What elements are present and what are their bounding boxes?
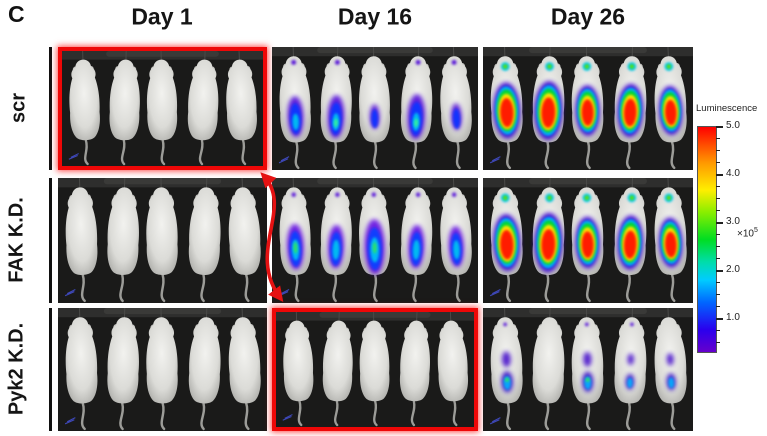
panel-pyk2-day1	[58, 308, 267, 431]
colorbar-major-tick	[716, 270, 723, 272]
mouse-image	[272, 178, 478, 303]
panel-fak-day16	[272, 178, 478, 303]
colorbar-minor-tick	[716, 138, 720, 139]
colorbar-gradient	[697, 126, 717, 353]
luminescence-colorbar: Luminescence 5.0 4.0 3.0 2.0 1.0 ×105	[692, 103, 767, 388]
colorbar-tick-label: 2.0	[726, 264, 740, 275]
colorbar-minor-tick	[716, 282, 720, 283]
colorbar-minor-tick	[716, 258, 720, 259]
mouse-image	[58, 308, 267, 431]
panel-pyk2-day26	[483, 308, 693, 431]
panel-scr-day26	[483, 47, 693, 170]
panel-scr-day16	[272, 47, 478, 170]
mouse-image	[483, 178, 693, 303]
row-axis-line-fak	[49, 178, 52, 303]
colorbar-minor-tick	[716, 330, 720, 331]
row-label-pyk2: Pyk2 K.D.	[5, 322, 28, 416]
colorbar-title: Luminescence	[696, 103, 758, 114]
colorbar-minor-tick	[716, 294, 720, 295]
mouse-image	[483, 47, 693, 170]
mouse-image	[272, 47, 478, 170]
colorbar-minor-tick	[716, 210, 720, 211]
colorbar-major-tick	[716, 318, 723, 320]
colorbar-minor-tick	[716, 246, 720, 247]
colorbar-tick-label: 4.0	[726, 168, 740, 179]
colorbar-minor-tick	[716, 150, 720, 151]
panel-fak-day1	[58, 178, 267, 303]
mouse-image	[62, 51, 263, 166]
colorbar-major-tick	[716, 222, 723, 224]
colorbar-tick-label: 5.0	[726, 120, 740, 131]
figure-letter: C	[8, 1, 25, 27]
mouse-image	[483, 308, 693, 431]
colorbar-tick-label: 3.0	[726, 216, 740, 227]
colorbar-minor-tick	[716, 234, 720, 235]
colorbar-minor-tick	[716, 306, 720, 307]
colorbar-minor-tick	[716, 162, 720, 163]
colorbar-multiplier: ×105	[737, 227, 758, 240]
row-label-fak: FAK K.D.	[5, 197, 28, 283]
colorbar-minor-tick	[716, 186, 720, 187]
panel-pyk2-day16	[272, 308, 478, 431]
column-header-day26: Day 26	[550, 3, 626, 30]
colorbar-major-tick	[716, 126, 723, 128]
column-header-day1: Day 1	[131, 3, 193, 30]
row-axis-line-pyk2	[49, 308, 52, 431]
colorbar-tick-label: 1.0	[726, 312, 740, 323]
row-axis-line-scr	[49, 47, 52, 170]
mouse-image	[58, 178, 267, 303]
panel-scr-day1	[58, 47, 267, 170]
colorbar-minor-tick	[716, 342, 720, 343]
row-label-scr: scr	[7, 92, 30, 124]
column-header-day16: Day 16	[337, 3, 413, 30]
colorbar-major-tick	[716, 174, 723, 176]
mouse-image	[276, 312, 474, 427]
panel-fak-day26	[483, 178, 693, 303]
colorbar-minor-tick	[716, 198, 720, 199]
